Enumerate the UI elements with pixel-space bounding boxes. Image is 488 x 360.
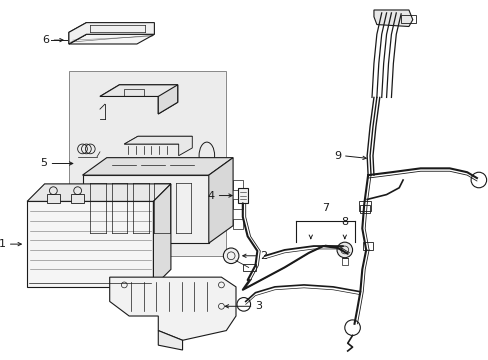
- Polygon shape: [27, 184, 171, 201]
- Bar: [71, 194, 84, 203]
- Polygon shape: [158, 330, 182, 350]
- Polygon shape: [82, 158, 233, 175]
- Polygon shape: [124, 136, 192, 144]
- Bar: [124, 89, 143, 96]
- Bar: [82, 175, 208, 243]
- Polygon shape: [69, 23, 86, 44]
- Polygon shape: [153, 184, 171, 287]
- Circle shape: [336, 242, 352, 258]
- Polygon shape: [69, 23, 154, 44]
- Text: 3: 3: [255, 301, 262, 311]
- Bar: [341, 258, 347, 265]
- Bar: [46, 194, 60, 203]
- Bar: [233, 199, 243, 209]
- Text: 2: 2: [260, 251, 267, 261]
- Text: 6: 6: [42, 35, 49, 45]
- Polygon shape: [373, 10, 412, 27]
- Text: 7: 7: [321, 203, 328, 213]
- Text: 9: 9: [333, 151, 340, 161]
- Bar: [243, 264, 256, 271]
- Bar: [233, 219, 243, 229]
- Text: 1: 1: [0, 239, 6, 249]
- Text: 4: 4: [207, 190, 214, 201]
- Circle shape: [223, 248, 239, 264]
- Polygon shape: [208, 158, 233, 243]
- Polygon shape: [69, 34, 154, 44]
- Bar: [360, 205, 369, 213]
- Polygon shape: [100, 85, 177, 114]
- Bar: [238, 188, 247, 203]
- Polygon shape: [124, 136, 192, 156]
- Bar: [233, 180, 243, 190]
- Bar: [363, 242, 372, 250]
- Text: 5: 5: [41, 158, 47, 168]
- Polygon shape: [158, 85, 177, 114]
- Bar: [27, 201, 153, 287]
- Text: 8: 8: [341, 217, 347, 227]
- Bar: [400, 15, 415, 23]
- Bar: [359, 201, 370, 211]
- Polygon shape: [100, 85, 177, 96]
- Polygon shape: [109, 277, 236, 340]
- Bar: [70, 72, 225, 255]
- Bar: [69, 71, 226, 256]
